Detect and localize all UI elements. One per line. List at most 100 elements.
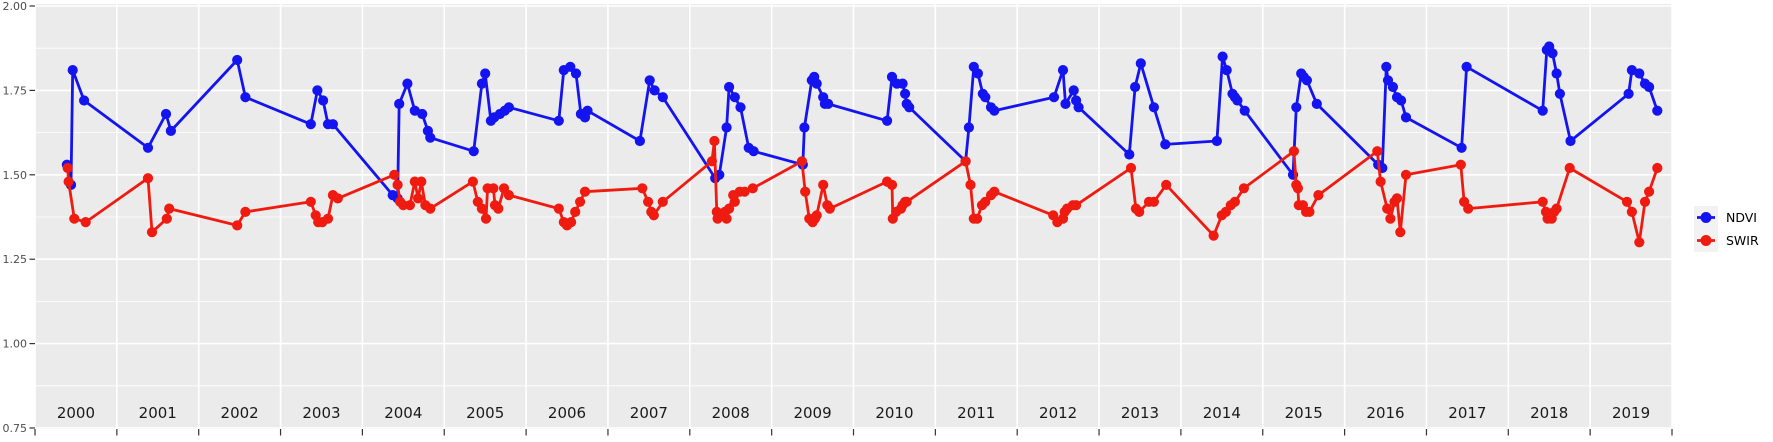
swir-point xyxy=(729,196,740,207)
ndvi-point xyxy=(402,78,413,89)
y-tick-label: 1.25 xyxy=(3,253,28,266)
x-year-label: 2002 xyxy=(221,404,259,422)
swir-point xyxy=(62,162,73,174)
ndvi-point xyxy=(160,108,172,120)
ndvi-point xyxy=(882,115,893,126)
ndvi-point xyxy=(1396,95,1407,106)
swir-point xyxy=(389,169,400,180)
ndvi-point xyxy=(1060,98,1071,109)
swir-point xyxy=(480,213,492,224)
x-year-label: 2016 xyxy=(1366,404,1404,422)
x-year-label: 2010 xyxy=(875,404,913,422)
swir-point xyxy=(1288,146,1299,157)
ndvi-point xyxy=(476,78,487,89)
ndvi-point xyxy=(735,102,746,113)
swir-point xyxy=(1382,203,1393,214)
swir-point xyxy=(706,156,718,167)
ndvi-point xyxy=(657,92,668,103)
swir-point xyxy=(960,156,971,167)
swir-point xyxy=(305,196,316,207)
swir-point xyxy=(1455,159,1466,170)
ndvi-point xyxy=(417,108,428,120)
swir-point xyxy=(161,213,172,224)
ndvi-point xyxy=(1387,81,1398,93)
swir-point xyxy=(1626,206,1637,217)
ndvi-point xyxy=(503,102,514,113)
x-year-label: 2018 xyxy=(1530,404,1568,422)
ndvi-point xyxy=(1456,142,1467,153)
ndvi-point xyxy=(327,119,338,130)
swir-point xyxy=(709,135,720,147)
ndvi-point xyxy=(570,68,582,79)
ndvi-point xyxy=(165,125,176,136)
ndvi-point xyxy=(1239,105,1250,116)
legend: NDVI SWIR xyxy=(1694,206,1759,252)
y-tick-label: 1.75 xyxy=(3,84,28,97)
data-series xyxy=(61,41,1663,248)
swir-point xyxy=(332,193,343,204)
x-year-label: 2011 xyxy=(957,404,995,422)
swir-point xyxy=(724,203,735,214)
y-tick-label: 1.00 xyxy=(3,338,28,351)
swir-point xyxy=(1304,206,1315,217)
swir-point xyxy=(164,203,175,214)
ndvi-point xyxy=(565,61,576,72)
ndvi-point xyxy=(989,105,1000,116)
swir-point xyxy=(1644,186,1655,197)
y-tick-label: 2.00 xyxy=(3,0,28,13)
swir-point xyxy=(1161,179,1172,190)
ndvi-point xyxy=(1124,149,1135,160)
swir-point xyxy=(322,213,334,224)
ndvi-point xyxy=(79,95,90,106)
swir-point xyxy=(637,183,648,194)
ndvi-point xyxy=(1547,48,1558,59)
ndvi-point xyxy=(1232,95,1243,106)
swir-point xyxy=(1229,196,1240,207)
x-year-label: 2019 xyxy=(1612,404,1650,422)
x-year-label: 2009 xyxy=(793,404,831,422)
swir-point xyxy=(1564,162,1575,174)
x-year-label: 2012 xyxy=(1039,404,1077,422)
swir-point xyxy=(657,196,668,207)
swir-point xyxy=(416,176,427,187)
ndvi-point xyxy=(1211,135,1222,147)
ndvi-point xyxy=(1148,102,1159,113)
swir-point xyxy=(800,186,811,197)
swir-point xyxy=(747,183,758,194)
ndvi-point xyxy=(582,105,593,116)
swir-point xyxy=(69,213,80,224)
ndvi-point xyxy=(1644,81,1655,93)
swir-point xyxy=(1400,169,1412,180)
swir-point xyxy=(392,179,403,190)
ndvi-point xyxy=(1634,68,1645,79)
swir-point xyxy=(493,203,504,214)
ndvi-point xyxy=(1565,135,1576,147)
ndvi-point xyxy=(1057,65,1069,76)
ndvi-point xyxy=(644,75,655,86)
ndvi-point xyxy=(1623,88,1634,99)
swir-point xyxy=(1134,206,1145,217)
swir-point xyxy=(989,186,1000,197)
swir-point xyxy=(1375,176,1386,187)
swir-point xyxy=(579,186,591,197)
ndvi-point xyxy=(468,146,479,157)
ndvi-point xyxy=(318,95,329,106)
legend-label-swir: SWIR xyxy=(1726,233,1759,248)
ndvi-point xyxy=(1221,65,1232,76)
ndvi-point xyxy=(649,85,660,96)
ndvi-point xyxy=(1160,139,1171,150)
ndvi-point xyxy=(232,54,243,66)
swir-point xyxy=(643,196,654,207)
swir-point xyxy=(1551,203,1562,214)
swir-point xyxy=(575,196,586,207)
swir-legend-point-icon xyxy=(1700,235,1712,246)
swir-point xyxy=(965,179,976,190)
gridlines xyxy=(34,4,1673,429)
swir-point xyxy=(1652,162,1663,174)
ndvi-point xyxy=(904,102,915,113)
swir-point xyxy=(818,179,829,190)
ndvi-point xyxy=(823,98,834,109)
ndvi-point xyxy=(1554,88,1565,99)
legend-label-ndvi: NDVI xyxy=(1726,210,1757,225)
